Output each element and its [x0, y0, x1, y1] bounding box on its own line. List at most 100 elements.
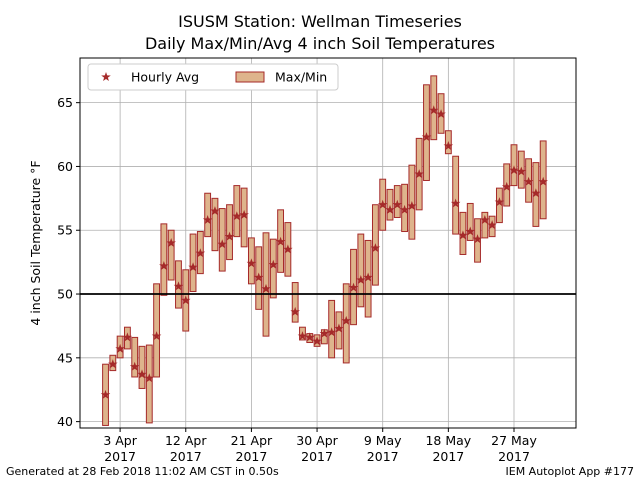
avg-marker [195, 248, 206, 258]
max-min-bar [153, 283, 161, 378]
avg-marker [494, 197, 505, 207]
avg-marker [232, 211, 242, 221]
max-min-bar [131, 336, 139, 378]
avg-marker [122, 332, 133, 342]
x-tick-label: 30 Apr 2017 [296, 433, 338, 464]
avg-marker [319, 328, 330, 338]
x-tick-label: 12 Apr 2017 [164, 433, 207, 464]
max-min-bar [145, 344, 153, 424]
x-tick-label: 9 May 2017 [363, 433, 402, 464]
footer: IEM Autoplot App #177 [506, 465, 635, 478]
max-min-bar [495, 187, 503, 224]
avg-marker [261, 283, 271, 293]
avg-marker [100, 389, 111, 399]
avg-marker [275, 236, 286, 246]
avg-marker [166, 238, 176, 248]
avg-marker [151, 331, 162, 341]
avg-marker [531, 188, 541, 198]
avg-marker [283, 244, 293, 254]
max-min-bar [357, 233, 365, 308]
avg-marker [450, 198, 461, 208]
avg-marker [429, 105, 439, 115]
avg-marker [239, 209, 249, 219]
y-tick-label: 40 [57, 414, 73, 429]
avg-marker [480, 215, 490, 225]
avg-marker [137, 369, 147, 379]
avg-marker [312, 336, 322, 346]
avg-marker [224, 231, 235, 241]
avg-marker [115, 343, 125, 353]
max-min-bar [291, 282, 299, 323]
max-min-bar [481, 211, 489, 239]
legend-swatch [235, 71, 265, 83]
max-min-bar [160, 223, 168, 296]
avg-marker [509, 165, 519, 175]
legend-box [87, 63, 339, 91]
max-min-bar [211, 197, 219, 252]
legend-marker [101, 72, 111, 82]
avg-marker [465, 226, 475, 236]
avg-marker [334, 323, 344, 333]
avg-marker [297, 331, 308, 341]
max-min-bar [204, 192, 212, 238]
y-tick-label: 55 [57, 223, 73, 238]
avg-marker [385, 204, 395, 214]
x-tick-label: 3 Apr 2017 [103, 433, 137, 464]
footer: Generated at 28 Feb 2018 11:02 AM CST in… [6, 465, 279, 478]
avg-marker [443, 141, 454, 151]
y-tick-label: 60 [57, 159, 73, 174]
avg-marker [370, 243, 381, 253]
x-tick-label: 18 May 2017 [425, 433, 472, 464]
avg-marker [414, 169, 424, 179]
avg-marker [538, 176, 548, 186]
y-tick-label: 45 [57, 350, 73, 365]
plot-frame [79, 57, 577, 429]
max-min-bar [342, 283, 350, 364]
avg-marker [188, 262, 198, 272]
avg-marker [436, 109, 446, 119]
max-min-bar [138, 345, 146, 389]
x-tick-label: 21 Apr 2017 [230, 433, 273, 464]
avg-marker [523, 176, 534, 186]
avg-marker [202, 215, 213, 225]
avg-marker [472, 234, 483, 244]
max-min-bar [466, 202, 474, 241]
avg-marker [487, 220, 497, 230]
avg-marker [290, 306, 300, 316]
avg-marker [399, 204, 410, 214]
avg-marker [108, 359, 118, 369]
avg-marker [458, 230, 468, 240]
max-min-bar [386, 188, 394, 221]
y-axis-label: 4 inch Soil Temperature °F [28, 160, 43, 325]
legend-label: Max/Min [275, 70, 327, 85]
avg-marker [348, 282, 359, 292]
max-min-bar [269, 238, 277, 299]
avg-marker [181, 295, 191, 305]
max-min-bar [240, 187, 248, 248]
max-min-bar [510, 144, 518, 187]
avg-marker [341, 315, 351, 325]
avg-marker [305, 332, 315, 342]
avg-marker [246, 258, 257, 268]
avg-marker [144, 373, 155, 383]
avg-marker [421, 132, 432, 142]
legend-label: Hourly Avg [131, 70, 199, 85]
avg-marker [356, 275, 366, 285]
max-min-bar [452, 155, 460, 235]
avg-marker [268, 259, 279, 269]
avg-marker [407, 201, 417, 211]
max-min-bar [167, 229, 175, 281]
avg-marker [210, 206, 220, 216]
avg-marker [159, 260, 169, 271]
avg-marker [363, 272, 373, 282]
max-min-bar [233, 185, 241, 238]
x-tick-label: 27 May 2017 [491, 433, 537, 464]
chart-subtitle: Daily Max/Min/Avg 4 inch Soil Temperatur… [145, 34, 495, 53]
avg-marker [253, 272, 264, 282]
avg-marker [129, 361, 140, 371]
chart-title: ISUSM Station: Wellman Timeseries [178, 12, 462, 31]
avg-marker [326, 327, 337, 337]
y-tick-label: 65 [57, 95, 73, 110]
